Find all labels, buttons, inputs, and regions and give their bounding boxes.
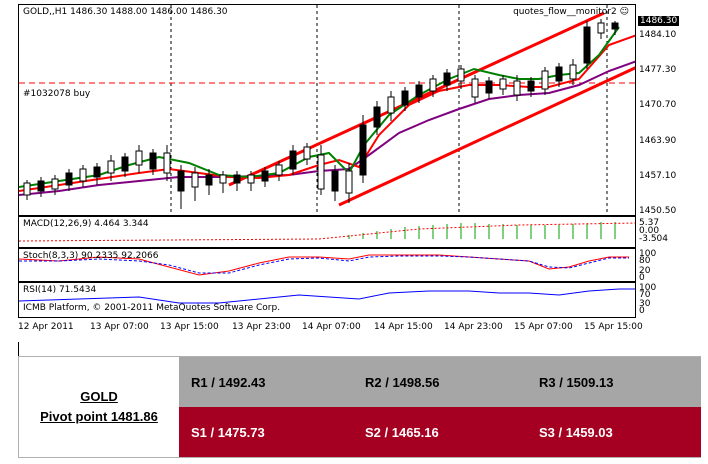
macd-tick: 5.37 [639,218,660,228]
time-tick: 13 Apr 15:00 [160,322,219,332]
stoch-tick: 80 [639,256,651,266]
current-price-tag: 1486.30 [638,16,680,26]
price-tick: 1450.50 [639,206,677,216]
chart-window[interactable]: GOLD,,H1 1486.30 1488.00 1486.00 1486.30… [18,4,680,332]
stoch-pane[interactable]: Stoch(8,3,3) 90.2335 92.2066 [18,248,636,282]
price-tick: 1463.90 [639,136,677,146]
support-s3: S3 / 1459.03 [527,407,701,457]
stoch-chart [19,254,629,276]
rsi-tick: 70 [639,290,651,300]
candles [23,19,619,209]
resistance-r1: R1 / 1492.43 [179,357,353,407]
macd-label: MACD(12,26,9) 4.464 3.344 [23,219,149,229]
time-tick: 15 Apr 07:00 [514,322,573,332]
divider-tick [18,342,19,356]
time-tick: 13 Apr 07:00 [90,322,149,332]
macd-pane[interactable]: MACD(12,26,9) 4.464 3.344 [18,216,636,248]
time-tick: 14 Apr 23:00 [444,322,503,332]
macd-tick: 0.00 [639,226,660,236]
rsi-tick: 30 [639,299,651,309]
copyright: ICMB Platform, © 2001-2011 MetaQuotes So… [23,303,281,313]
pivot-table: GOLD Pivot point 1481.86 R1 / 1492.43 R2… [18,356,701,458]
pivot-point[interactable]: Pivot point 1481.86 [40,409,158,424]
stoch-tick: 0 [639,273,645,283]
support-s1: S1 / 1475.73 [179,407,353,457]
price-tick: 1477.30 [639,65,677,75]
stoch-tick: 20 [639,266,651,276]
time-tick: 12 Apr 2011 [18,322,74,332]
price-tick: 1484.10 [639,30,677,40]
rsi-pane[interactable]: RSI(14) 71.5434 ICMB Platform, © 2001-20… [18,282,636,318]
macd-tick: -3.504 [639,234,669,244]
price-tick: 1470.70 [639,100,677,110]
time-tick: 14 Apr 15:00 [374,322,433,332]
channel-upper [228,11,605,187]
price-chart [19,5,635,215]
smiley-icon: ☺ [619,7,629,17]
watermark: quotes_flow__monitor2 ☺ [513,7,629,17]
pivot-summary: GOLD Pivot point 1481.86 [19,357,179,457]
rsi-label: RSI(14) 71.5434 [23,285,97,295]
stoch-tick: 100 [639,249,657,259]
macd-histogram [348,222,616,239]
support-s2: S2 / 1465.16 [353,407,527,457]
rsi-tick: 0 [639,306,645,316]
rsi-chart [19,288,635,304]
stoch-label: Stoch(8,3,3) 90.2335 92.2066 [23,251,159,261]
watermark-text: quotes_flow__monitor2 [513,7,617,17]
price-pane[interactable]: GOLD,,H1 1486.30 1488.00 1486.00 1486.30… [18,4,636,216]
resistance-r2: R2 / 1498.56 [353,357,527,407]
time-tick: 14 Apr 07:00 [302,322,361,332]
ma-slow-line [19,60,635,196]
channel-lower [338,66,635,207]
order-label: #1032078 buy [23,89,91,99]
price-tick: 1457.10 [639,171,677,181]
time-tick: 13 Apr 23:00 [232,322,291,332]
time-tick: 15 Apr 15:00 [584,322,643,332]
resistance-r3: R3 / 1509.13 [527,357,701,407]
rsi-tick: 100 [639,283,657,293]
pivot-symbol[interactable]: GOLD [80,389,118,404]
chart-header: GOLD,,H1 1486.30 1488.00 1486.00 1486.30 [23,7,228,17]
macd-chart [19,222,635,242]
